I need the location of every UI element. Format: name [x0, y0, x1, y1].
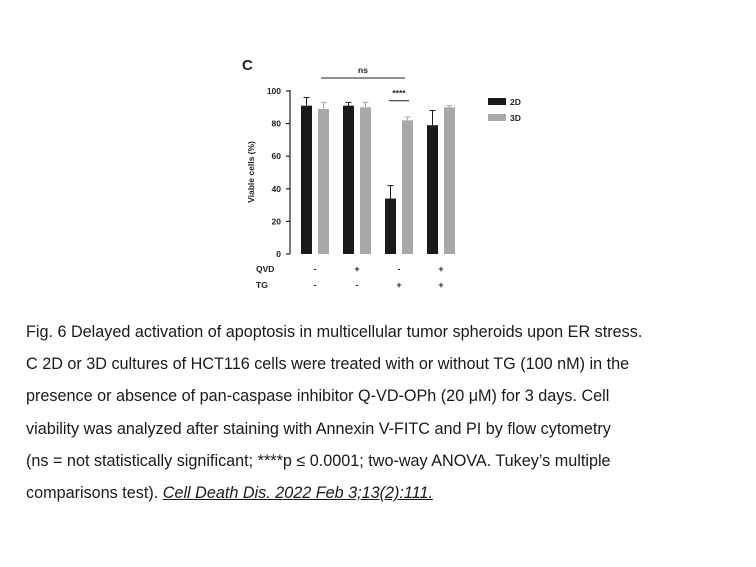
y-axis-title: Viable cells (%)	[246, 141, 256, 203]
citation-link[interactable]: Cell Death Dis. 2022 Feb 3;13(2):111.	[162, 483, 433, 502]
condition-TG-1: -	[356, 280, 359, 290]
bar-2D-2	[385, 198, 396, 254]
condition-TG-2: +	[396, 280, 401, 290]
legend-label-2D: 2D	[510, 97, 521, 107]
condition-QVD-0: -	[314, 264, 317, 274]
caption-last-text: comparisons test).	[26, 483, 163, 502]
condition-QVD-2: -	[398, 264, 401, 274]
annotation-text-1: ****	[392, 88, 406, 98]
y-tick-label-80: 80	[272, 119, 282, 129]
caption-line-6: comparisons test). Cell Death Dis. 2022 …	[26, 477, 746, 509]
condition-QVD-3: +	[438, 264, 443, 274]
condition-QVD-1: +	[354, 264, 359, 274]
condition-TG-0: -	[314, 280, 317, 290]
bar-chart: C 0 20 40 60 80 100 Viable cells (%) ns **** QVD - +…	[242, 57, 521, 290]
row-label-QVD: QVD	[256, 264, 274, 274]
bar-3D-0	[318, 108, 329, 255]
legend-swatch-2D	[488, 98, 506, 105]
y-tick-label-60: 60	[272, 151, 282, 161]
row-label-TG: TG	[256, 280, 268, 290]
bar-3D-1	[360, 107, 371, 254]
condition-TG-3: +	[438, 280, 443, 290]
caption-line-4: viability was analyzed after staining wi…	[26, 419, 611, 438]
bar-3D-3	[444, 107, 455, 254]
figure-caption: Fig. 6 Delayed activation of apoptosis i…	[26, 316, 746, 509]
y-tick-label-20: 20	[272, 216, 282, 226]
y-tick-label-0: 0	[276, 249, 281, 259]
caption-line-1: Fig. 6 Delayed activation of apoptosis i…	[26, 323, 643, 341]
bar-3D-2	[402, 120, 413, 254]
caption-line-5: (ns = not statistically significant; ***…	[26, 451, 611, 470]
bar-2D-0	[301, 105, 312, 254]
panel-label: C	[242, 57, 253, 74]
bar-2D-3	[427, 125, 438, 254]
bar-2D-1	[343, 105, 354, 254]
annotation-text-0: ns	[358, 65, 368, 75]
legend-label-3D: 3D	[510, 113, 521, 123]
legend-swatch-3D	[488, 114, 506, 121]
y-tick-label-100: 100	[267, 86, 281, 96]
caption-line-2: C 2D or 3D cultures of HCT116 cells were…	[26, 355, 630, 374]
caption-line-3: presence or absence of pan-caspase inhib…	[26, 387, 610, 406]
y-tick-label-40: 40	[272, 184, 282, 194]
